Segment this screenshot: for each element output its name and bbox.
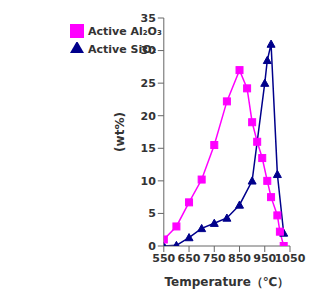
svg-text:0: 0: [148, 240, 156, 253]
svg-text:550: 550: [152, 252, 175, 265]
svg-text:15: 15: [140, 142, 155, 155]
svg-text:650: 650: [178, 252, 201, 265]
svg-text:950: 950: [253, 252, 276, 265]
svg-text:Temperature（℃）: Temperature（℃）: [164, 275, 289, 289]
svg-text:20: 20: [140, 110, 156, 123]
svg-text:750: 750: [203, 252, 226, 265]
svg-text:(wt%): (wt%): [113, 112, 127, 152]
svg-text:5: 5: [148, 207, 156, 220]
svg-text:10: 10: [140, 175, 156, 188]
svg-text:30: 30: [140, 44, 156, 57]
svg-text:850: 850: [228, 252, 251, 265]
svg-text:25: 25: [140, 77, 155, 90]
svg-text:1050: 1050: [275, 252, 306, 265]
svg-text:35: 35: [140, 12, 155, 25]
